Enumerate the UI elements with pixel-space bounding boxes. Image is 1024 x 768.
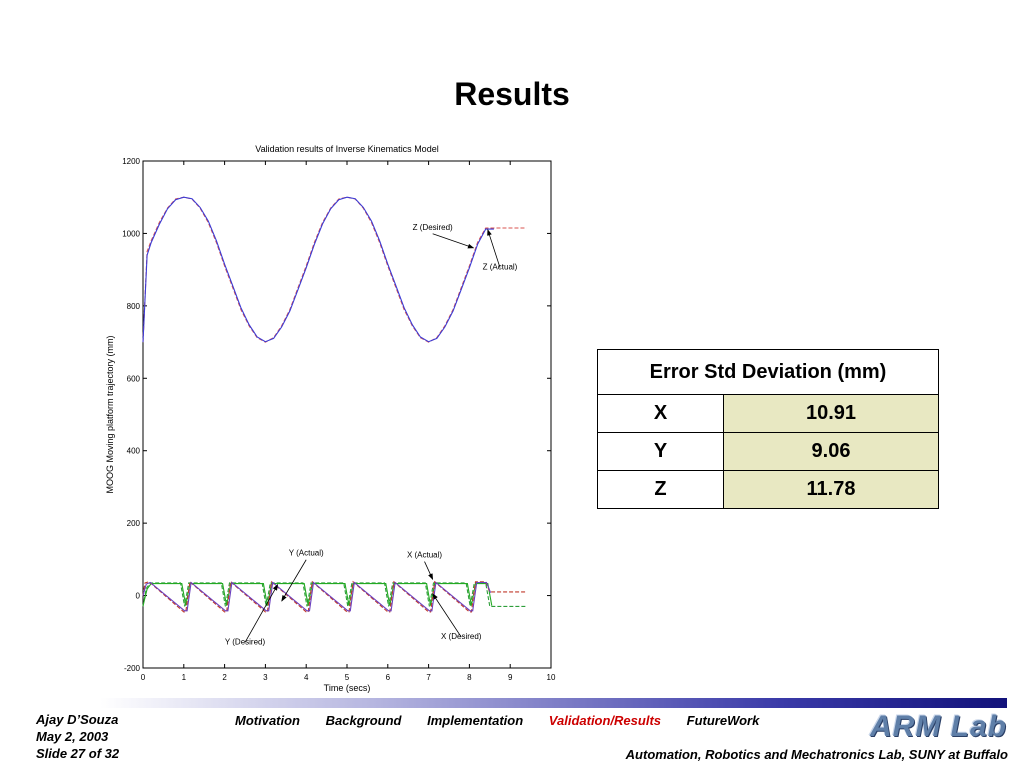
arm-lab-logo: ARM Lab bbox=[870, 710, 1007, 743]
slide-number: Slide 27 of 32 bbox=[36, 746, 120, 761]
x-tick-label: 3 bbox=[263, 673, 268, 682]
x-tick-label: 4 bbox=[304, 673, 309, 682]
x-tick-label: 1 bbox=[182, 673, 187, 682]
series-y-desired bbox=[142, 582, 527, 607]
annotation-arrow bbox=[424, 561, 434, 581]
section-nav: Motivation Background Implementation Val… bbox=[224, 713, 770, 728]
annotation-arrow bbox=[432, 593, 462, 638]
y-tick-label: 800 bbox=[127, 302, 141, 311]
x-tick-label: 7 bbox=[426, 673, 431, 682]
series-z-actual bbox=[142, 196, 494, 343]
nav-item-validation-results[interactable]: Validation/Results bbox=[548, 713, 662, 728]
table-row: Z 11.78 bbox=[597, 470, 939, 509]
nav-item-implementation[interactable]: Implementation bbox=[427, 713, 524, 728]
annotation-label: X (Desired) bbox=[441, 632, 482, 641]
nav-item-futurework[interactable]: FutureWork bbox=[686, 713, 760, 728]
annotation-arrow bbox=[432, 233, 475, 249]
row-label: Y bbox=[597, 432, 724, 471]
annotation-arrow bbox=[487, 229, 501, 268]
y-axis-label: MOOG Moving platform trajectory (mm) bbox=[105, 335, 115, 493]
x-axis-label: Time (secs) bbox=[324, 683, 371, 693]
series-y-actual bbox=[142, 583, 493, 606]
annotation-label: Z (Desired) bbox=[413, 223, 453, 232]
x-tick-label: 8 bbox=[467, 673, 472, 682]
presentation-date: May 2, 2003 bbox=[36, 729, 109, 744]
y-tick-label: -200 bbox=[124, 664, 141, 673]
table-row: X 10.91 bbox=[597, 394, 939, 433]
x-tick-label: 6 bbox=[386, 673, 391, 682]
row-value: 9.06 bbox=[723, 432, 939, 471]
nav-item-background[interactable]: Background bbox=[325, 713, 402, 728]
annotation-label: Y (Actual) bbox=[289, 549, 324, 558]
row-label: Z bbox=[597, 470, 724, 509]
trajectory-chart: Validation results of Inverse Kinematics… bbox=[100, 138, 570, 698]
error-std-table: Error Std Deviation (mm) X 10.91 Y 9.06 … bbox=[597, 349, 939, 509]
annotation-label: X (Actual) bbox=[407, 551, 442, 560]
series-x-actual bbox=[142, 581, 492, 612]
error-table-header: Error Std Deviation (mm) bbox=[597, 349, 939, 395]
annotation-arrow bbox=[244, 584, 279, 643]
y-tick-label: 1000 bbox=[122, 229, 140, 238]
author-info: Ajay D’Souza May 2, 2003 Slide 27 of 32 bbox=[36, 711, 119, 762]
series-x-desired bbox=[142, 580, 527, 613]
y-tick-label: 600 bbox=[127, 374, 141, 383]
row-value: 10.91 bbox=[723, 394, 939, 433]
y-tick-label: 1200 bbox=[122, 157, 140, 166]
x-tick-label: 5 bbox=[345, 673, 350, 682]
annotation-arrow bbox=[281, 559, 307, 602]
x-tick-label: 10 bbox=[547, 673, 556, 682]
slide-title: Results bbox=[454, 76, 570, 112]
row-value: 11.78 bbox=[723, 470, 939, 509]
footer-gradient-bar bbox=[100, 698, 1007, 708]
nav-item-motivation[interactable]: Motivation bbox=[235, 713, 300, 728]
y-tick-label: 200 bbox=[127, 519, 141, 528]
x-tick-label: 0 bbox=[141, 673, 146, 682]
x-tick-label: 2 bbox=[222, 673, 227, 682]
y-tick-label: 0 bbox=[136, 592, 141, 601]
row-label: X bbox=[597, 394, 724, 433]
table-row: Y 9.06 bbox=[597, 432, 939, 471]
x-tick-label: 9 bbox=[508, 673, 513, 682]
chart-title: Validation results of Inverse Kinematics… bbox=[255, 144, 438, 154]
y-tick-label: 400 bbox=[127, 447, 141, 456]
trajectory-chart-svg: Validation results of Inverse Kinematics… bbox=[105, 144, 556, 693]
author-name: Ajay D’Souza bbox=[36, 712, 119, 727]
lab-name: Automation, Robotics and Mechatronics La… bbox=[625, 747, 1008, 762]
